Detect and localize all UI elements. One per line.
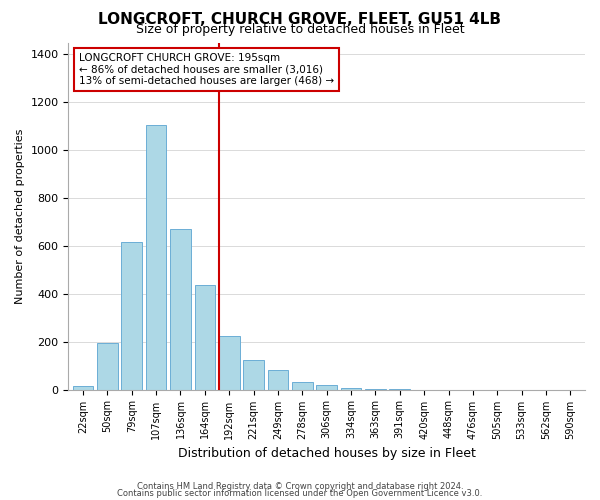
Text: Contains public sector information licensed under the Open Government Licence v3: Contains public sector information licen… — [118, 488, 482, 498]
Y-axis label: Number of detached properties: Number of detached properties — [15, 128, 25, 304]
Bar — [73, 386, 94, 390]
Bar — [170, 229, 191, 390]
Bar — [121, 242, 142, 390]
Bar — [97, 343, 118, 390]
Text: LONGCROFT, CHURCH GROVE, FLEET, GU51 4LB: LONGCROFT, CHURCH GROVE, FLEET, GU51 4LB — [98, 12, 502, 28]
Bar — [146, 125, 166, 390]
Text: Size of property relative to detached houses in Fleet: Size of property relative to detached ho… — [136, 22, 464, 36]
Text: LONGCROFT CHURCH GROVE: 195sqm
← 86% of detached houses are smaller (3,016)
13% : LONGCROFT CHURCH GROVE: 195sqm ← 86% of … — [79, 53, 334, 86]
Bar — [341, 388, 361, 390]
Bar — [316, 385, 337, 390]
Bar — [194, 286, 215, 390]
Bar — [243, 360, 264, 390]
Bar — [268, 370, 289, 390]
Bar — [219, 336, 239, 390]
X-axis label: Distribution of detached houses by size in Fleet: Distribution of detached houses by size … — [178, 447, 476, 460]
Bar — [292, 382, 313, 390]
Text: Contains HM Land Registry data © Crown copyright and database right 2024.: Contains HM Land Registry data © Crown c… — [137, 482, 463, 491]
